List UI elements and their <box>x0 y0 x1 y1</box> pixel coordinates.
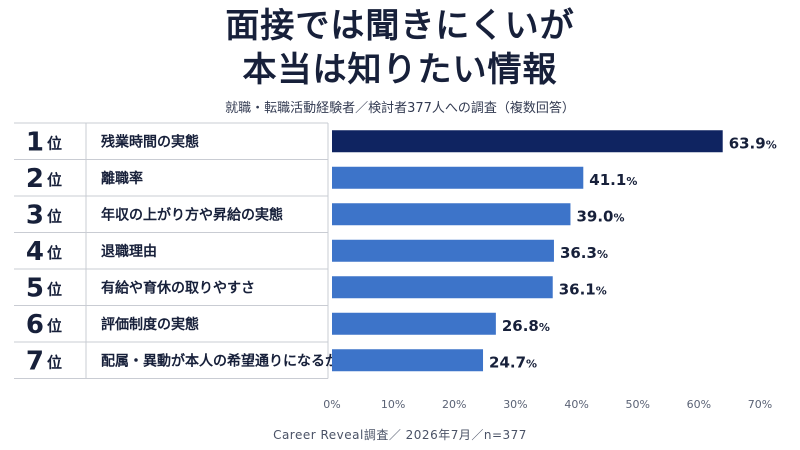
value-label: 24.7% <box>489 353 537 371</box>
rank-number: 4 <box>26 237 44 267</box>
value-label: 36.3% <box>560 244 608 262</box>
bar <box>332 203 571 226</box>
x-tick-label: 10% <box>381 398 405 411</box>
rank-number: 7 <box>26 346 44 376</box>
x-tick-label: 70% <box>748 398 772 411</box>
x-tick-label: 60% <box>687 398 711 411</box>
source-footer: Career Reveal調査／ 2026年7月／n=377 <box>273 428 527 442</box>
rank-unit: 位 <box>47 353 62 371</box>
rank-number: 5 <box>26 273 44 303</box>
rank-unit: 位 <box>47 280 62 298</box>
bar <box>332 130 723 153</box>
subtitle: 就職・転職活動経験者／検討者377人への調査（複数回答） <box>225 101 575 116</box>
bar <box>332 349 484 372</box>
rank-unit: 位 <box>47 207 62 225</box>
rank-number: 2 <box>26 164 44 194</box>
category-label: 有給や育休の取りやすさ <box>101 279 255 296</box>
x-tick-label: 40% <box>564 398 588 411</box>
value-label: 41.1% <box>589 171 637 189</box>
title-line-2: 本当は知りたい情報 <box>242 50 558 90</box>
bar <box>332 276 553 299</box>
value-label: 63.9% <box>729 134 777 152</box>
category-label: 残業時間の実態 <box>101 133 199 150</box>
category-label: 配属・異動が本人の希望通りになるか <box>101 352 339 369</box>
bar <box>332 166 584 189</box>
x-tick-label: 20% <box>442 398 466 411</box>
x-tick-label: 30% <box>503 398 527 411</box>
category-label: 年収の上がり方や昇給の実態 <box>101 206 283 223</box>
category-label: 退職理由 <box>101 243 157 260</box>
bar <box>332 239 554 262</box>
title-line-1: 面接では聞きにくいが <box>225 6 575 46</box>
rank-number: 1 <box>26 127 44 157</box>
value-label: 36.1% <box>559 280 607 298</box>
value-label: 26.8% <box>502 317 550 335</box>
value-label: 39.0% <box>576 207 624 225</box>
rank-unit: 位 <box>47 134 62 152</box>
rank-unit: 位 <box>47 244 62 262</box>
rank-number: 6 <box>26 310 44 340</box>
x-tick-label: 50% <box>625 398 649 411</box>
rank-number: 3 <box>26 200 44 230</box>
category-label: 離職率 <box>101 170 143 187</box>
rank-unit: 位 <box>47 317 62 335</box>
category-label: 評価制度の実態 <box>101 316 199 333</box>
x-tick-label: 0% <box>323 398 340 411</box>
bar <box>332 312 496 335</box>
rank-unit: 位 <box>47 171 62 189</box>
